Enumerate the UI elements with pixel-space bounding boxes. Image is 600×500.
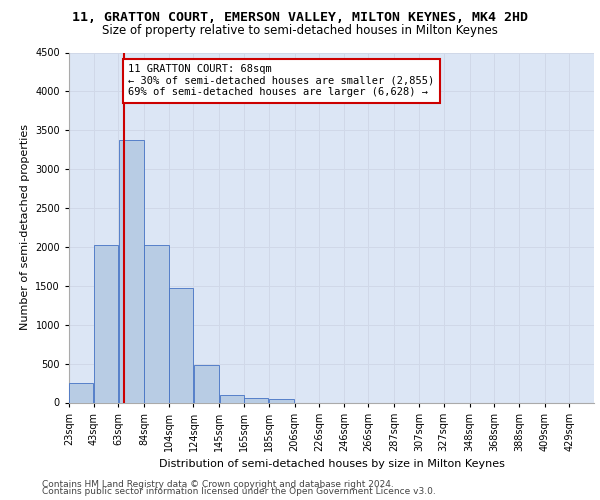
Text: Contains public sector information licensed under the Open Government Licence v3: Contains public sector information licen…: [42, 487, 436, 496]
Y-axis label: Number of semi-detached properties: Number of semi-detached properties: [20, 124, 29, 330]
Text: Size of property relative to semi-detached houses in Milton Keynes: Size of property relative to semi-detach…: [102, 24, 498, 37]
Bar: [70, 383, 94, 402]
Text: Contains HM Land Registry data © Crown copyright and database right 2024.: Contains HM Land Registry data © Crown c…: [42, 480, 394, 489]
Bar: [119, 140, 144, 402]
X-axis label: Distribution of semi-detached houses by size in Milton Keynes: Distribution of semi-detached houses by …: [158, 459, 505, 469]
Text: 11 GRATTON COURT: 68sqm
← 30% of semi-detached houses are smaller (2,855)
69% of: 11 GRATTON COURT: 68sqm ← 30% of semi-de…: [128, 64, 434, 98]
Bar: [145, 246, 169, 402]
Bar: [244, 398, 268, 402]
Bar: [269, 398, 294, 402]
Text: 11, GRATTON COURT, EMERSON VALLEY, MILTON KEYNES, MK4 2HD: 11, GRATTON COURT, EMERSON VALLEY, MILTO…: [72, 11, 528, 24]
Bar: [220, 394, 244, 402]
Bar: [94, 246, 118, 402]
Bar: [194, 365, 219, 403]
Bar: [169, 288, 193, 403]
